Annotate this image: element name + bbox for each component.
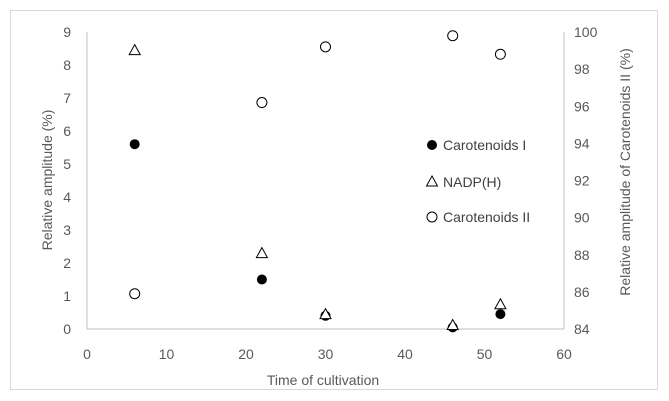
x-tick-label: 50 (477, 346, 493, 362)
chart-frame (10, 10, 658, 390)
x-tick-label: 0 (83, 346, 91, 362)
y-tick-label: 6 (63, 123, 71, 139)
point-nadph (128, 43, 142, 56)
y-tick-label: 1 (63, 288, 71, 304)
y-tick-label: 4 (63, 189, 71, 205)
y-tick-label: 5 (63, 156, 71, 172)
legend-marker-open-triangle (425, 174, 439, 187)
y2-tick-label: 86 (574, 284, 590, 300)
y-tick-label: 3 (63, 222, 71, 238)
legend-item-carotenoids-i: Carotenoids I (427, 137, 526, 153)
y-tick-label: 7 (63, 90, 71, 106)
point-carotenoids-ii (494, 48, 506, 60)
axes (86, 32, 565, 330)
y2-tick-label: 94 (574, 135, 590, 151)
legend: Carotenoids I NADP(H) Carotenoids II (425, 137, 530, 225)
point-carotenoids-i (495, 309, 506, 320)
point-carotenoids-ii (256, 97, 268, 109)
x-tick-labels: 0 10 20 30 40 50 60 (83, 346, 572, 362)
y2-tick-label: 96 (574, 98, 590, 114)
legend-label-carotenoids-i: Carotenoids I (443, 137, 526, 153)
y-tick-label: 9 (63, 24, 71, 40)
legend-label-carotenoids-ii: Carotenoids II (443, 209, 530, 225)
point-nadph (446, 318, 460, 331)
point-carotenoids-i (129, 139, 140, 150)
point-carotenoids-ii (447, 30, 459, 42)
point-nadph (494, 297, 507, 310)
legend-item-nadph: NADP(H) (425, 174, 501, 190)
y2-tick-label: 88 (574, 247, 590, 263)
y2-tick-label: 84 (574, 321, 590, 337)
y-tick-label: 2 (63, 255, 71, 271)
legend-label-nadph: NADP(H) (443, 174, 501, 190)
x-tick-label: 60 (556, 346, 572, 362)
x-tick-label: 10 (159, 346, 175, 362)
x-tick-label: 30 (318, 346, 334, 362)
y-tick-label: 0 (63, 321, 71, 337)
x-tick-label: 40 (397, 346, 413, 362)
y-tick-labels: 0 1 2 3 4 5 6 7 8 9 (63, 24, 71, 337)
y2-tick-label: 100 (574, 24, 598, 40)
data-points (128, 30, 507, 333)
y2-tick-label: 90 (574, 210, 590, 226)
y2-axis-label: Relative amplitude of Carotenoids II (%) (617, 48, 633, 295)
point-nadph (255, 246, 269, 259)
x-tick-label: 20 (238, 346, 254, 362)
point-carotenoids-ii (129, 288, 141, 300)
legend-marker-open-circle (426, 211, 438, 223)
y2-tick-labels: 84 86 88 90 92 94 96 98 100 (574, 24, 598, 337)
x-axis-label: Time of cultivation (267, 372, 379, 388)
y-axis-label: Relative amplitude (%) (39, 110, 55, 251)
legend-marker-filled-circle (427, 140, 437, 150)
y2-tick-label: 92 (574, 173, 590, 189)
legend-item-carotenoids-ii: Carotenoids II (426, 209, 530, 225)
point-carotenoids-i (256, 274, 267, 285)
point-carotenoids-ii (320, 41, 331, 53)
y2-tick-label: 98 (574, 61, 590, 77)
point-nadph (319, 307, 332, 320)
y-tick-label: 8 (63, 57, 71, 73)
